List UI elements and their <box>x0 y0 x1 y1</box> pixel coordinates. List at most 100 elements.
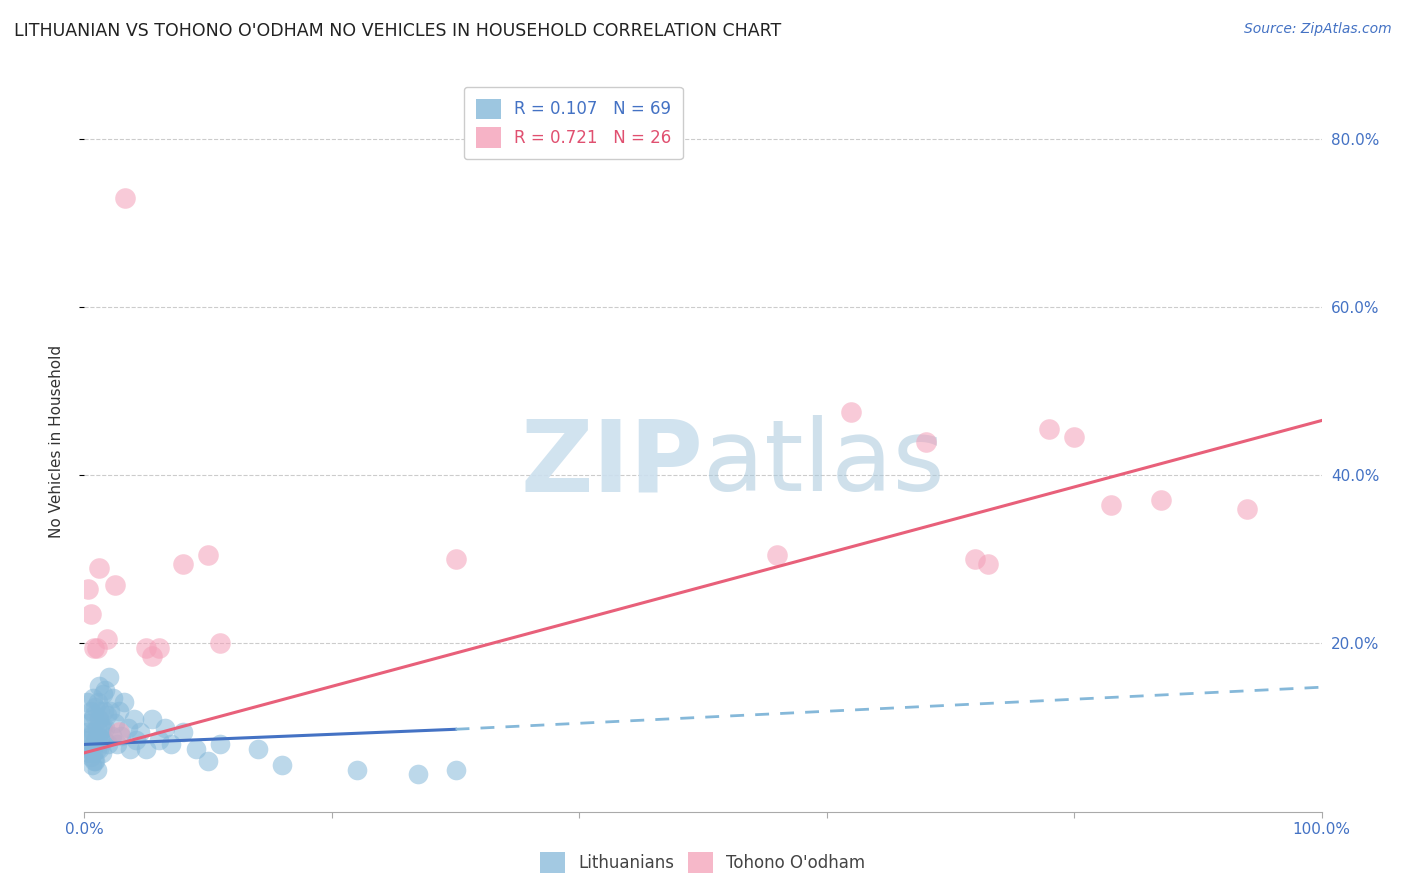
Point <box>97 738 120 752</box>
Text: LITHUANIAN VS TOHONO O'ODHAM NO VEHICLES IN HOUSEHOLD CORRELATION CHART: LITHUANIAN VS TOHONO O'ODHAM NO VEHICLES… <box>14 22 782 40</box>
Point <box>1099 498 1122 512</box>
Point <box>148 640 170 655</box>
Text: ZIP: ZIP <box>520 416 703 512</box>
Point <box>89 679 111 693</box>
Point <box>98 704 121 718</box>
Point <box>110 729 132 743</box>
Y-axis label: No Vehicles in Household: No Vehicles in Household <box>49 345 63 538</box>
Point <box>114 190 136 204</box>
Point <box>82 691 104 706</box>
Point <box>87 729 110 743</box>
Point <box>105 738 128 752</box>
Point <box>209 738 232 752</box>
Point <box>77 733 100 747</box>
Text: atlas: atlas <box>703 416 945 512</box>
Point <box>104 716 127 731</box>
Point <box>965 552 987 566</box>
Point <box>91 721 114 735</box>
Point <box>79 750 101 764</box>
Point <box>271 758 294 772</box>
Point <box>246 741 269 756</box>
Point <box>79 716 101 731</box>
Point <box>172 557 194 571</box>
Point <box>1063 430 1085 444</box>
Point <box>96 632 118 647</box>
Point <box>86 741 108 756</box>
Point <box>84 699 107 714</box>
Point <box>76 724 98 739</box>
Point <box>98 670 121 684</box>
Point <box>1236 501 1258 516</box>
Point <box>129 724 152 739</box>
Point <box>976 557 998 571</box>
Point <box>77 741 100 756</box>
Point <box>153 721 176 735</box>
Point <box>79 729 101 743</box>
Point <box>86 721 108 735</box>
Point <box>148 733 170 747</box>
Point <box>82 724 104 739</box>
Point <box>117 721 139 735</box>
Point <box>197 754 219 768</box>
Point <box>90 746 112 760</box>
Point <box>77 582 100 596</box>
Point <box>89 560 111 574</box>
Point <box>184 741 207 756</box>
Point <box>766 548 789 562</box>
Point <box>86 763 108 777</box>
Point <box>172 724 194 739</box>
Point <box>93 733 115 747</box>
Point <box>94 682 117 697</box>
Point <box>914 434 936 449</box>
Point <box>89 712 111 726</box>
Point <box>112 695 135 709</box>
Point <box>120 741 142 756</box>
Point <box>84 733 107 747</box>
Point <box>80 758 103 772</box>
Point <box>79 607 101 621</box>
Point <box>80 741 103 756</box>
Point <box>89 704 111 718</box>
Point <box>83 708 105 723</box>
Point <box>84 754 107 768</box>
Legend: Lithuanians, Tohono O'odham: Lithuanians, Tohono O'odham <box>534 846 872 880</box>
Point <box>197 548 219 562</box>
Legend: R = 0.107   N = 69, R = 0.721   N = 26: R = 0.107 N = 69, R = 0.721 N = 26 <box>464 87 683 160</box>
Point <box>94 721 117 735</box>
Point <box>89 741 111 756</box>
Point <box>100 729 122 743</box>
Point <box>79 704 101 718</box>
Point <box>108 724 131 739</box>
Point <box>101 691 124 706</box>
Point <box>346 763 368 777</box>
Point <box>90 721 112 735</box>
Point <box>125 733 148 747</box>
Point <box>96 708 118 723</box>
Point <box>444 552 467 566</box>
Point <box>79 746 101 760</box>
Point <box>80 712 103 726</box>
Point <box>141 649 163 664</box>
Text: Source: ZipAtlas.com: Source: ZipAtlas.com <box>1244 22 1392 37</box>
Point <box>108 704 131 718</box>
Point <box>82 746 104 760</box>
Point <box>135 741 157 756</box>
Point <box>408 767 430 781</box>
Point <box>93 704 115 718</box>
Point <box>83 640 105 655</box>
Point <box>1038 422 1060 436</box>
Point <box>83 754 105 768</box>
Point <box>209 636 232 650</box>
Point <box>141 712 163 726</box>
Point <box>135 640 157 655</box>
Point <box>444 763 467 777</box>
Point <box>122 712 145 726</box>
Point <box>1150 493 1173 508</box>
Point <box>86 640 108 655</box>
Point <box>83 738 105 752</box>
Point <box>76 695 98 709</box>
Point <box>89 733 111 747</box>
Point <box>104 577 127 591</box>
Point <box>87 695 110 709</box>
Point <box>841 405 863 419</box>
